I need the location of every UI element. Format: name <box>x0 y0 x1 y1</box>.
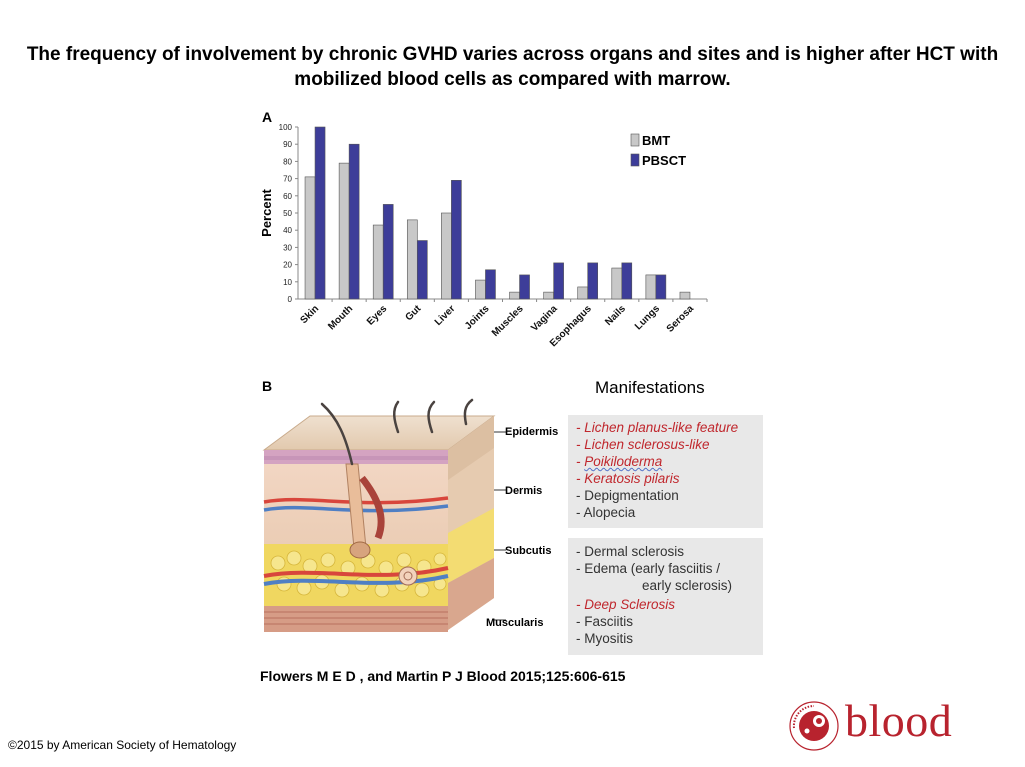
manifestation-item: - Dermal sclerosis <box>576 544 685 559</box>
x-category-label: Liver <box>433 303 458 328</box>
skin-cross-section-illustration <box>262 398 506 632</box>
x-category-label: Skin <box>298 303 321 326</box>
x-category-label: Gut <box>403 303 423 323</box>
bar-pbsct-liver <box>451 180 462 300</box>
manifestation-item: - Keratosis pilaris <box>576 471 680 486</box>
panel-a-label: A <box>262 109 273 125</box>
panel-b-label: B <box>262 378 273 394</box>
bar-pbsct-joints <box>485 269 496 300</box>
bar-pbsct-vagina <box>553 262 564 300</box>
manifestation-item: - Alopecia <box>576 505 636 520</box>
bar-bmt-liver <box>441 212 452 300</box>
bar-bmt-lungs <box>645 274 657 300</box>
y-tick-label: 50 <box>283 209 292 218</box>
bar-chart: Percent 0 10 20 30 40 50 60 70 80 90 100 Skin Mouth Ey… <box>259 123 708 349</box>
layer-label-muscularis: Muscularis <box>486 617 544 629</box>
y-tick-label: 30 <box>283 243 292 252</box>
bar-pbsct-gut <box>416 240 428 300</box>
bar-pbsct-lungs <box>655 274 667 300</box>
copyright-notice: ©2015 by American Society of Hematology <box>8 738 237 752</box>
manifestation-item: - Fasciitis <box>576 614 634 629</box>
bar-bmt-vagina <box>543 291 554 300</box>
y-tick-label: 0 <box>288 295 293 304</box>
bar-bmt-muscles <box>509 291 520 300</box>
bar-bmt-serosa <box>679 291 691 300</box>
x-category-label: Nails <box>603 303 628 328</box>
subcutis-muscularis-manifestations-box: - Dermal sclerosis - Edema (early fascii… <box>568 538 763 655</box>
blood-journal-wordmark: blood <box>845 695 953 746</box>
manifestation-item: - Edema (early fasciitis / <box>576 561 721 576</box>
manifestation-item: - Myositis <box>576 631 634 646</box>
citation: Flowers M E D , and Martin P J Blood 201… <box>260 668 626 684</box>
bar-pbsct-esophagus <box>587 262 599 300</box>
bar-bmt-skin <box>304 176 316 300</box>
manifestation-item: - Lichen sclerosus-like <box>576 437 710 452</box>
y-tick-label: 60 <box>283 192 292 201</box>
y-tick-label: 10 <box>283 278 292 287</box>
blood-journal-seal-logo <box>789 701 839 751</box>
y-tick-label: 70 <box>283 175 292 184</box>
bar-pbsct-muscles <box>519 274 530 300</box>
bar-bmt-gut <box>406 219 418 300</box>
legend-label-bmt: BMT <box>642 133 670 148</box>
y-tick-label: 90 <box>283 140 292 149</box>
legend-label-pbsct: PBSCT <box>642 153 686 168</box>
layer-label-subcutis: Subcutis <box>505 545 552 557</box>
layer-label-dermis: Dermis <box>505 485 543 497</box>
x-category-label: Serosa <box>665 303 697 335</box>
bar-bmt-mouth <box>338 162 350 300</box>
x-category-label: Mouth <box>326 303 355 332</box>
bar-pbsct-eyes <box>382 204 394 300</box>
x-category-label: Eyes <box>365 303 390 328</box>
legend-swatch-pbsct <box>630 153 640 167</box>
x-category-label: Muscles <box>490 303 526 339</box>
manifestation-item: - Depigmentation <box>576 488 679 503</box>
y-tick-label: 20 <box>283 261 292 270</box>
manifestation-item: early sclerosis) <box>642 578 733 593</box>
bar-bmt-joints <box>475 279 486 300</box>
y-tick-label: 40 <box>283 226 292 235</box>
bar-bmt-eyes <box>372 224 384 300</box>
bar-bmt-nails <box>611 267 623 300</box>
layer-label-epidermis: Epidermis <box>505 426 559 438</box>
x-category-label: Lungs <box>633 303 662 332</box>
y-axis-title: Percent <box>259 188 274 236</box>
manifestation-item: - Deep Sclerosis <box>576 597 676 612</box>
epidermis-dermis-manifestations-box: - Lichen planus-like feature - Lichen sc… <box>568 415 763 528</box>
manifestation-item: - Lichen planus-like feature <box>576 420 739 435</box>
y-tick-label: 80 <box>283 157 292 166</box>
y-tick-label: 100 <box>279 123 293 132</box>
bar-pbsct-skin <box>314 126 326 300</box>
bar-pbsct-mouth <box>348 143 360 300</box>
legend-swatch-bmt <box>630 133 640 147</box>
bar-bmt-esophagus <box>577 286 589 300</box>
figure-title: The frequency of involvement by chronic … <box>26 44 999 90</box>
manifestation-item: - Poikiloderma <box>576 454 663 469</box>
x-category-label: Vagina <box>529 303 560 334</box>
bar-pbsct-nails <box>621 262 633 300</box>
x-category-label: Joints <box>463 303 492 332</box>
manifestations-title: Manifestations <box>595 378 705 397</box>
